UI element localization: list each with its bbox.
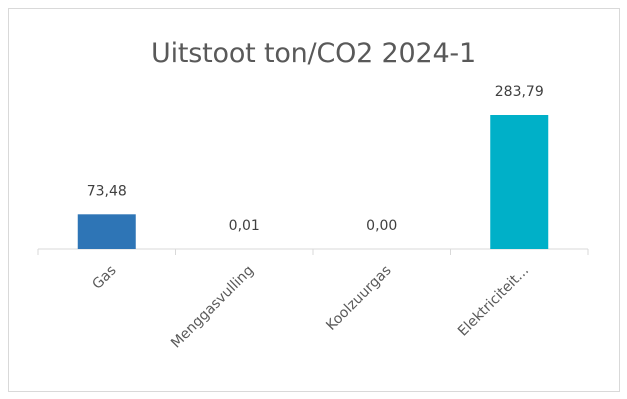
category-label: Elektriciteit... — [455, 263, 532, 340]
chart-title: Uitstoot ton/CO2 2024-1 — [151, 38, 476, 69]
category-label: Menggasvulling — [168, 263, 257, 352]
data-label: 283,79 — [495, 84, 544, 100]
bar-4 — [490, 115, 549, 249]
data-label: 0,00 — [366, 218, 397, 234]
bar-1 — [77, 214, 136, 249]
data-label: 0,01 — [229, 218, 260, 234]
category-label: Gas — [89, 263, 119, 293]
category-label: Koolzuurgas — [323, 263, 394, 334]
data-label: 73,48 — [87, 183, 127, 199]
